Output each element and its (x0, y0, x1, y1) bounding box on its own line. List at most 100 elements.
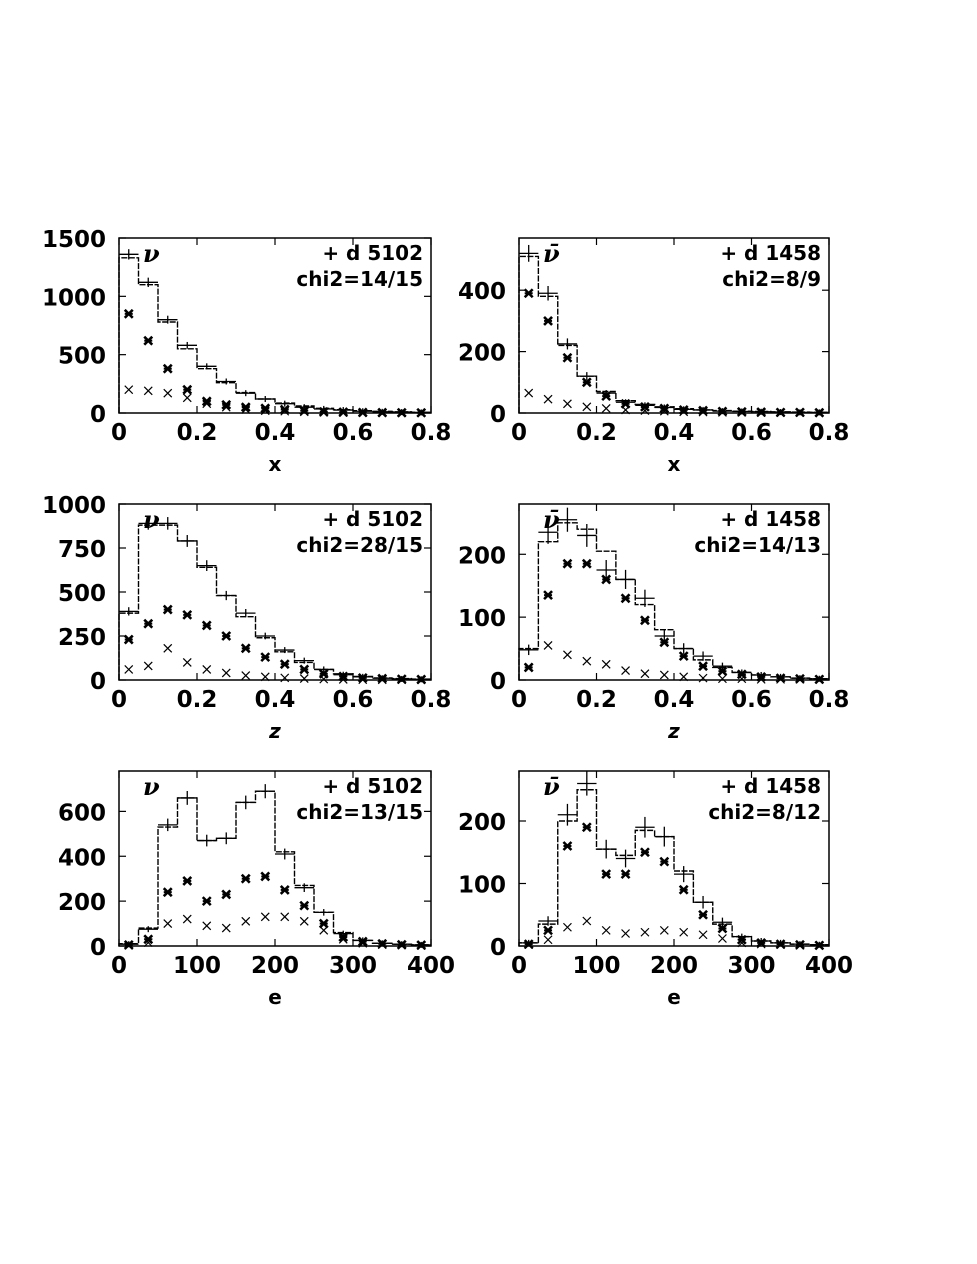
x-marker (563, 650, 572, 660)
star-marker (698, 661, 708, 672)
x-marker (358, 675, 368, 685)
data-point (577, 771, 597, 796)
x-marker (163, 919, 173, 928)
y-tick-label: 200 (458, 341, 506, 367)
data-point (674, 866, 694, 883)
y-tick-label: 100 (458, 606, 506, 632)
star-marker (162, 363, 173, 374)
y-tick-label: 0 (90, 402, 106, 428)
x-marker (124, 385, 134, 395)
particle-label: ν̄ (543, 239, 560, 268)
x-marker (397, 675, 407, 685)
star-marker (143, 618, 154, 629)
legend-label: + d 1458 (720, 241, 821, 265)
x-marker (543, 394, 553, 404)
x-marker (698, 930, 708, 940)
x-tick-label: 300 (727, 953, 775, 979)
y-tick-label: 0 (490, 402, 506, 428)
x-marker (241, 916, 251, 926)
star-marker (357, 672, 368, 683)
x-tick-label: 0.8 (809, 420, 850, 446)
x-marker (416, 675, 426, 685)
data-point (577, 372, 597, 381)
data-point (557, 338, 578, 350)
x-axis-label: x (668, 452, 681, 476)
x-marker (524, 663, 534, 672)
x-marker (795, 674, 805, 684)
legend-label: + d 1458 (720, 774, 821, 798)
x-marker (338, 408, 348, 417)
x-marker (397, 940, 407, 950)
data-point (314, 666, 334, 673)
x-tick-label: 0.4 (654, 420, 695, 446)
x-marker (221, 402, 231, 412)
star-marker (581, 822, 592, 833)
star-marker (620, 593, 631, 604)
x-tick-label: 100 (173, 953, 221, 979)
x-marker (338, 934, 348, 944)
star-marker (162, 604, 173, 615)
y-tick-label: 100 (458, 873, 506, 899)
x-marker (756, 408, 766, 418)
x-tick-label: 0.6 (731, 420, 772, 446)
star-marker (581, 377, 592, 388)
x-tick-label: 0.6 (731, 687, 772, 713)
star-marker (698, 405, 708, 416)
data-point (255, 632, 275, 640)
x-tick-label: 0.8 (411, 687, 452, 713)
chi2-label: chi2=13/15 (296, 800, 423, 824)
star-marker (562, 352, 573, 363)
x-marker (718, 674, 727, 684)
x-marker (377, 675, 387, 685)
x-tick-label: 0.6 (333, 687, 374, 713)
star-marker (260, 652, 271, 663)
y-tick-label: 200 (458, 810, 506, 836)
star-marker (562, 841, 573, 851)
y-tick-label: 400 (58, 845, 106, 871)
x-axis-label: x (269, 452, 282, 476)
x-marker (601, 659, 611, 669)
x-marker (737, 674, 747, 684)
x-marker (358, 408, 368, 418)
data-point (635, 816, 655, 838)
star-marker (640, 847, 650, 858)
x-marker (582, 402, 592, 412)
x-axis-label: e (268, 985, 282, 1009)
x-marker (679, 672, 689, 682)
star-marker (756, 937, 767, 948)
y-tick-label: 0 (490, 669, 506, 695)
x-marker (601, 403, 611, 413)
legend-label: + d 1458 (720, 507, 821, 531)
star-marker (182, 876, 193, 886)
star-marker (279, 404, 290, 415)
x-marker (679, 927, 689, 937)
x-tick-label: 0 (111, 687, 127, 713)
star-marker (678, 884, 689, 895)
star-marker (123, 308, 134, 319)
x-marker (319, 925, 329, 935)
star-marker (562, 558, 573, 569)
star-marker (717, 923, 728, 934)
data-point (158, 315, 178, 324)
x-tick-label: 400 (805, 953, 853, 979)
x-marker (795, 408, 805, 418)
data-point (557, 507, 578, 532)
star-marker (736, 669, 747, 680)
star-marker (279, 884, 290, 895)
x-marker (202, 399, 212, 409)
star-marker (357, 936, 368, 947)
data-point (119, 249, 139, 260)
data-point (216, 590, 236, 601)
x-marker (280, 406, 290, 416)
data-point (236, 609, 256, 618)
star-marker (221, 631, 232, 641)
data-point (519, 644, 539, 656)
star-marker (182, 609, 193, 620)
x-marker (640, 669, 650, 679)
y-tick-label: 1000 (42, 285, 106, 311)
star-marker (601, 869, 612, 880)
x-marker (814, 940, 824, 950)
star-marker (717, 406, 728, 417)
